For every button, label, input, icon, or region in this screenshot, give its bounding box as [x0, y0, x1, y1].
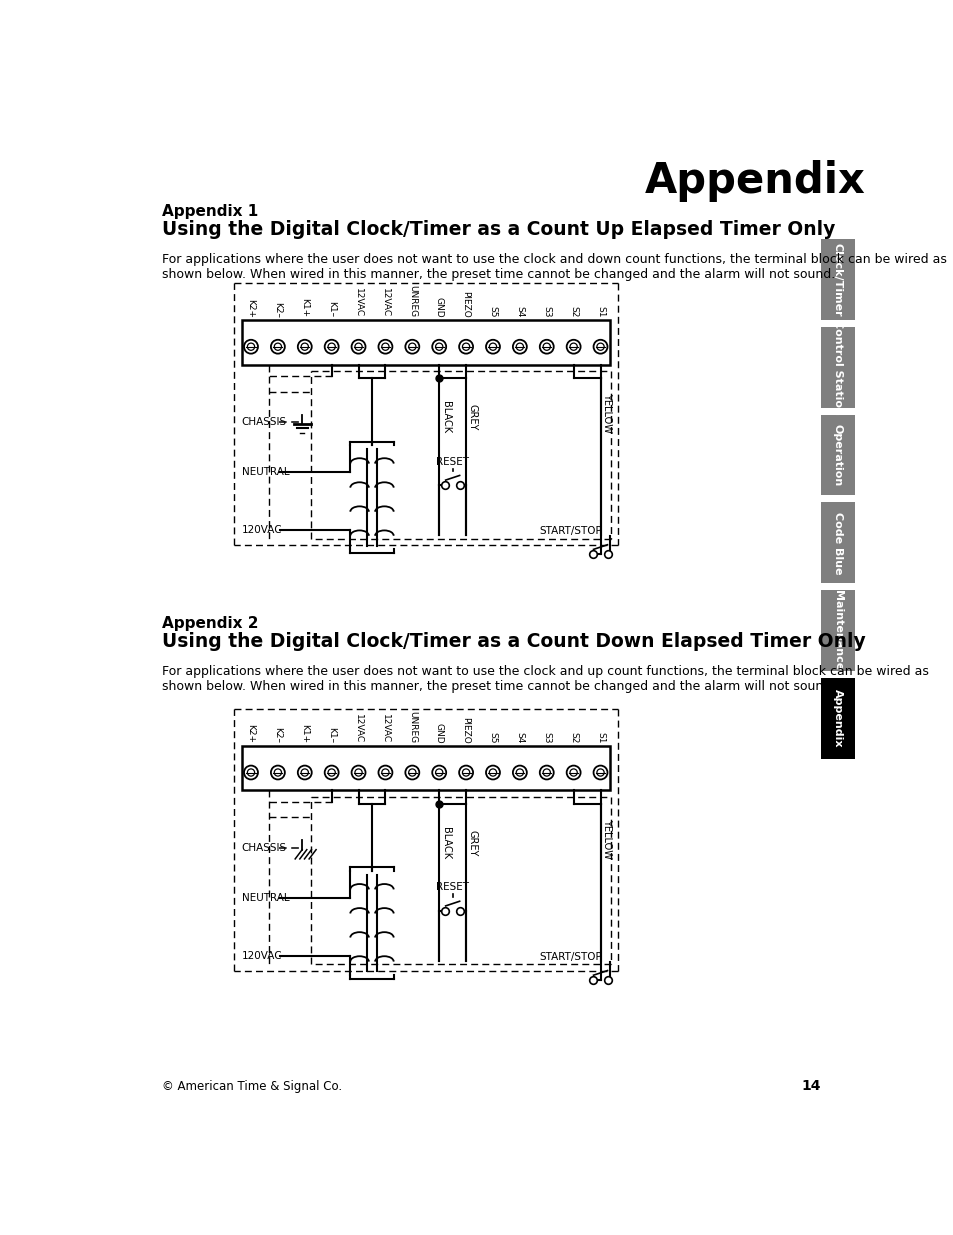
Text: GND: GND — [435, 722, 443, 743]
Text: 120VAC: 120VAC — [241, 525, 282, 535]
Text: K1–: K1– — [327, 727, 335, 743]
Text: 12VAC: 12VAC — [354, 289, 363, 317]
Text: For applications where the user does not want to use the clock and up count func: For applications where the user does not… — [162, 664, 928, 693]
Text: Appendix 2: Appendix 2 — [162, 616, 258, 631]
Text: START/STOP: START/STOP — [538, 952, 601, 962]
Text: K2+: K2+ — [246, 725, 255, 743]
Text: 12VAC: 12VAC — [380, 714, 390, 743]
Bar — [820, 327, 854, 408]
Text: For applications where the user does not want to use the clock and down count fu: For applications where the user does not… — [162, 253, 945, 280]
Text: CHASSIS: CHASSIS — [241, 417, 287, 427]
Text: PIEZO: PIEZO — [461, 291, 470, 317]
Text: S2: S2 — [569, 306, 578, 317]
Text: RESET: RESET — [436, 882, 469, 893]
Text: Operation: Operation — [832, 424, 841, 487]
Text: Appendix 1: Appendix 1 — [162, 204, 258, 219]
Text: CHASSIS: CHASSIS — [241, 844, 287, 853]
Bar — [820, 590, 854, 671]
Text: Using the Digital Clock/Timer as a Count Down Elapsed Timer Only: Using the Digital Clock/Timer as a Count… — [162, 632, 864, 651]
Text: UNREG: UNREG — [407, 285, 416, 317]
Text: GREY: GREY — [467, 830, 477, 856]
Text: K1+: K1+ — [300, 299, 309, 317]
Text: Clock/Timer: Clock/Timer — [832, 242, 841, 316]
Text: Code Blue: Code Blue — [832, 511, 841, 574]
Bar — [820, 240, 854, 320]
Text: K2–: K2– — [274, 727, 282, 743]
Text: Maintenance: Maintenance — [832, 590, 841, 671]
Text: UNREG: UNREG — [407, 711, 416, 743]
Text: © American Time & Signal Co.: © American Time & Signal Co. — [162, 1079, 341, 1093]
Bar — [820, 503, 854, 583]
Text: BLACK: BLACK — [440, 826, 450, 858]
Text: Appendix: Appendix — [832, 689, 841, 747]
Text: 14: 14 — [801, 1079, 821, 1093]
Text: K2–: K2– — [274, 301, 282, 317]
Text: Using the Digital Clock/Timer as a Count Up Elapsed Timer Only: Using the Digital Clock/Timer as a Count… — [162, 220, 835, 240]
Text: Control Station: Control Station — [832, 320, 841, 415]
Text: S5: S5 — [488, 732, 497, 743]
Text: YELLOW: YELLOW — [601, 819, 612, 858]
Text: K1+: K1+ — [300, 724, 309, 743]
Bar — [820, 678, 854, 758]
Text: 120VAC: 120VAC — [241, 951, 282, 961]
Text: BLACK: BLACK — [440, 401, 450, 433]
Text: RESET: RESET — [436, 457, 469, 467]
Text: YELLOW: YELLOW — [601, 393, 612, 433]
Text: Appendix: Appendix — [643, 159, 864, 201]
Text: NEUTRAL: NEUTRAL — [241, 467, 289, 478]
Text: START/STOP: START/STOP — [538, 526, 601, 536]
Text: NEUTRAL: NEUTRAL — [241, 893, 289, 903]
Text: S2: S2 — [569, 732, 578, 743]
Text: PIEZO: PIEZO — [461, 716, 470, 743]
Bar — [820, 415, 854, 495]
Text: S1: S1 — [596, 732, 604, 743]
Text: 12VAC: 12VAC — [354, 714, 363, 743]
Text: S1: S1 — [596, 306, 604, 317]
Bar — [241, 320, 609, 364]
Text: GND: GND — [435, 296, 443, 317]
Bar — [241, 746, 609, 790]
Text: GREY: GREY — [467, 404, 477, 430]
Text: K1–: K1– — [327, 301, 335, 317]
Text: K2+: K2+ — [246, 299, 255, 317]
Text: S3: S3 — [541, 306, 551, 317]
Text: S5: S5 — [488, 306, 497, 317]
Text: S4: S4 — [515, 732, 524, 743]
Text: S4: S4 — [515, 306, 524, 317]
Text: S3: S3 — [541, 732, 551, 743]
Text: 12VAC: 12VAC — [380, 289, 390, 317]
